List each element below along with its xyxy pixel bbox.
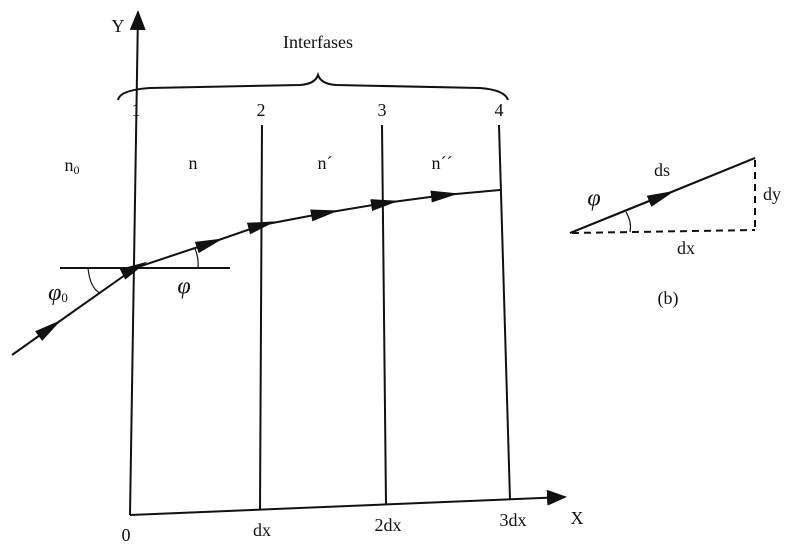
interface-line bbox=[381, 124, 387, 506]
x-tick-label: 3dx bbox=[500, 510, 527, 530]
x-axis-label: X bbox=[571, 508, 584, 528]
angle-arc bbox=[87, 267, 101, 294]
inset: ds dy dx φ (b) bbox=[569, 157, 781, 309]
interface-label: 2 bbox=[257, 100, 266, 120]
x-tick-label: dx bbox=[253, 520, 271, 540]
dx-line bbox=[571, 229, 756, 234]
angle-label: φ bbox=[587, 186, 600, 212]
interfaces-title: Interfases bbox=[283, 32, 353, 52]
y-axis bbox=[129, 10, 146, 516]
medium-label: n0 bbox=[65, 155, 80, 177]
x-tick-label: 0 bbox=[122, 525, 131, 545]
ds-arrow bbox=[569, 157, 756, 234]
dy-label: dy bbox=[763, 184, 781, 204]
interface-label: 1 bbox=[132, 100, 141, 120]
angle-arc bbox=[625, 211, 632, 233]
dx-label: dx bbox=[677, 238, 695, 258]
interface-line bbox=[259, 124, 263, 511]
medium-label: n´´ bbox=[432, 153, 453, 173]
x-axis bbox=[129, 489, 567, 516]
angle-label: φ bbox=[177, 274, 190, 300]
medium-label: n bbox=[189, 153, 198, 173]
angle-arc bbox=[194, 248, 199, 269]
ray bbox=[11, 189, 501, 356]
interface-label: 4 bbox=[495, 100, 504, 120]
medium-label: n´ bbox=[318, 153, 333, 173]
interface-label: 3 bbox=[378, 100, 387, 120]
brace bbox=[117, 71, 509, 101]
caption: (b) bbox=[658, 288, 679, 309]
y-axis-label: Y bbox=[112, 16, 125, 36]
angle-label: φ0 bbox=[48, 280, 68, 306]
x-tick-label: 2dx bbox=[375, 515, 402, 535]
interface-line bbox=[498, 124, 511, 501]
ds-label: ds bbox=[654, 160, 670, 180]
